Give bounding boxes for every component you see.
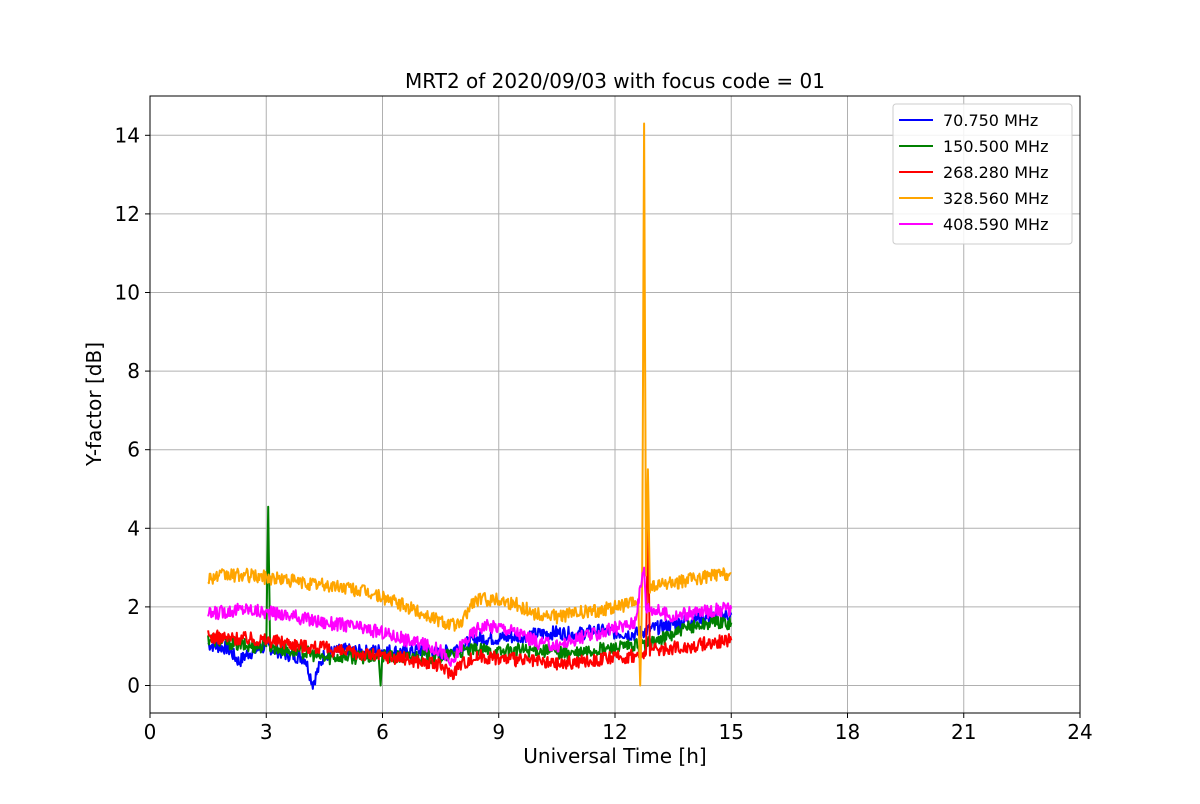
y-tick-label: 10 bbox=[115, 280, 140, 304]
y-tick-label: 12 bbox=[115, 202, 140, 226]
x-tick-label: 18 bbox=[835, 720, 860, 744]
y-tick-label: 2 bbox=[127, 595, 140, 619]
x-axis-label: Universal Time [h] bbox=[523, 744, 706, 768]
series-line bbox=[207, 608, 733, 690]
chart-title: MRT2 of 2020/09/03 with focus code = 01 bbox=[405, 69, 825, 93]
legend-label: 150.500 MHz bbox=[943, 137, 1048, 156]
legend-box bbox=[892, 103, 1073, 245]
x-tick-label: 15 bbox=[719, 720, 744, 744]
y-axis-label: Y-factor [dB] bbox=[82, 342, 106, 467]
series-layer bbox=[207, 122, 733, 690]
legend-label: 328.560 MHz bbox=[943, 189, 1048, 208]
x-tick-label: 24 bbox=[1067, 720, 1092, 744]
x-tick-label: 9 bbox=[492, 720, 505, 744]
series-line bbox=[207, 122, 732, 687]
y-tick-label: 0 bbox=[127, 673, 140, 697]
series-line bbox=[207, 515, 733, 681]
x-tick-label: 0 bbox=[144, 720, 157, 744]
series-line bbox=[207, 566, 733, 667]
y-tick-label: 4 bbox=[127, 516, 140, 540]
x-tick-label: 21 bbox=[951, 720, 976, 744]
legend: 70.750 MHz 150.500 MHz 268.280 MHz 328.560 … bbox=[892, 103, 1073, 245]
plot-frame bbox=[149, 95, 1081, 714]
y-tick-label: 14 bbox=[115, 123, 140, 147]
y-tick-label: 6 bbox=[127, 438, 140, 462]
y-tick-label: 8 bbox=[127, 359, 140, 383]
x-tick-label: 6 bbox=[376, 720, 389, 744]
legend-label: 268.280 MHz bbox=[943, 163, 1048, 182]
legend-label: 70.750 MHz bbox=[943, 111, 1038, 130]
x-tick-label: 3 bbox=[260, 720, 273, 744]
legend-label: 408.590 MHz bbox=[943, 215, 1048, 234]
x-tick-label: 12 bbox=[602, 720, 627, 744]
